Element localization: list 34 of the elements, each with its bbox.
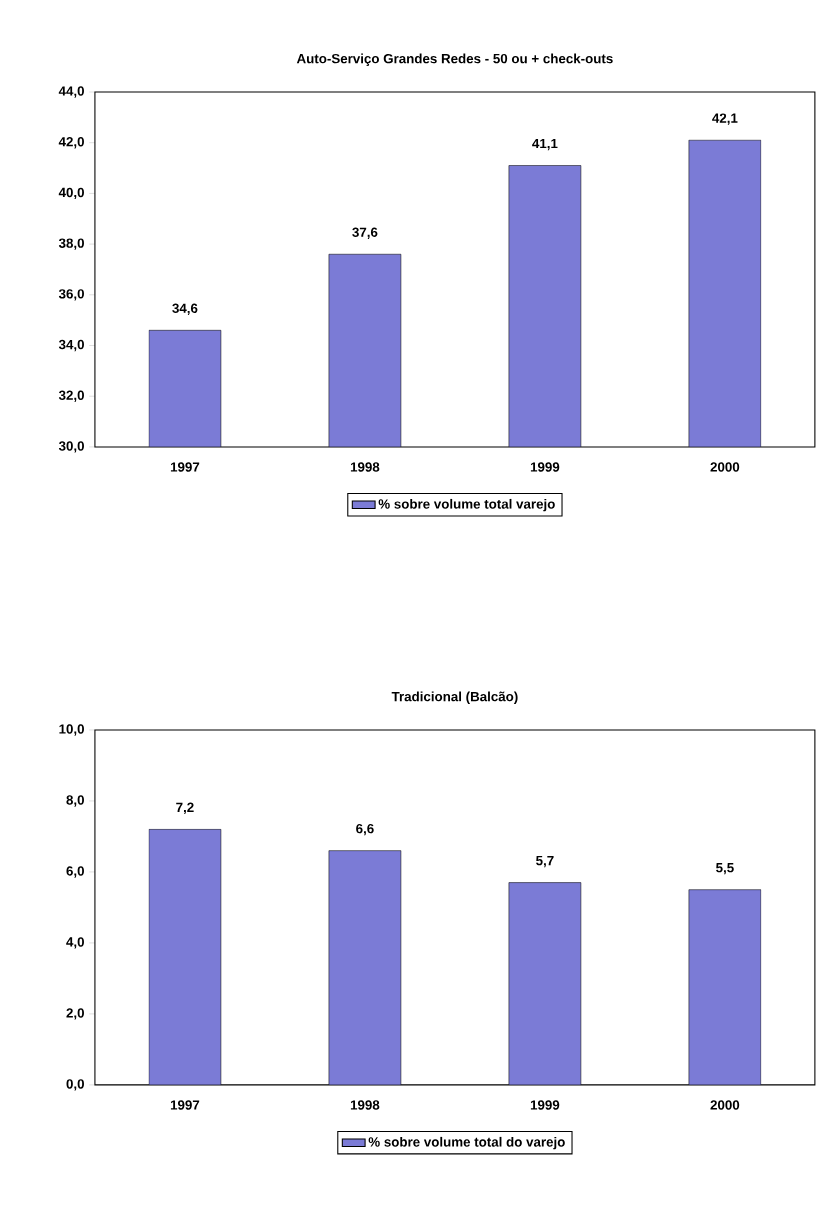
data-label: 5,7 — [536, 855, 554, 868]
y-tick-label: 8,0 — [66, 795, 85, 807]
x-tick-label: 1997 — [170, 462, 200, 472]
data-label: 41,1 — [532, 138, 558, 151]
y-tick-label: 2,0 — [66, 1008, 85, 1020]
y-tick-label: 38,0 — [58, 238, 85, 250]
x-tick-label: 1998 — [350, 462, 380, 472]
legend-label: % sobre volume total varejo — [378, 498, 555, 512]
x-tick-label: 1999 — [530, 462, 560, 472]
y-tick-label: 10,0 — [59, 724, 85, 736]
y-tick-label: 40,0 — [58, 187, 85, 200]
y-tick-label: 32,0 — [58, 390, 85, 402]
data-label: 34,6 — [172, 303, 198, 315]
data-label: 5,5 — [716, 863, 734, 875]
x-tick-label: 2000 — [710, 1100, 740, 1110]
y-tick-label: 42,0 — [58, 137, 85, 149]
x-tick-label: 1998 — [350, 1100, 380, 1110]
x-tick-label: 2000 — [710, 462, 740, 472]
x-tick-label: 1999 — [530, 1100, 560, 1110]
y-tick-label: 6,0 — [66, 866, 85, 878]
y-tick-label: 36,0 — [58, 289, 85, 301]
chart-title: Auto-Serviço Grandes Redes - 50 ou + check-outs — [296, 53, 613, 66]
y-tick-label: 34,0 — [58, 339, 85, 352]
data-label: 42,1 — [712, 113, 738, 125]
y-tick-label: 0,0 — [66, 1079, 85, 1091]
chart-title: Tradicional (Balcão) — [391, 691, 518, 704]
data-label: 37,6 — [352, 227, 378, 239]
legend-label: % sobre volume total do varejo — [368, 1136, 565, 1150]
y-tick-label: 4,0 — [66, 937, 85, 949]
data-label: 6,6 — [356, 823, 374, 836]
x-tick-label: 1997 — [170, 1100, 200, 1110]
data-label: 7,2 — [176, 802, 194, 814]
y-tick-label: 30,0 — [58, 441, 85, 453]
y-tick-label: 44,0 — [58, 86, 85, 98]
